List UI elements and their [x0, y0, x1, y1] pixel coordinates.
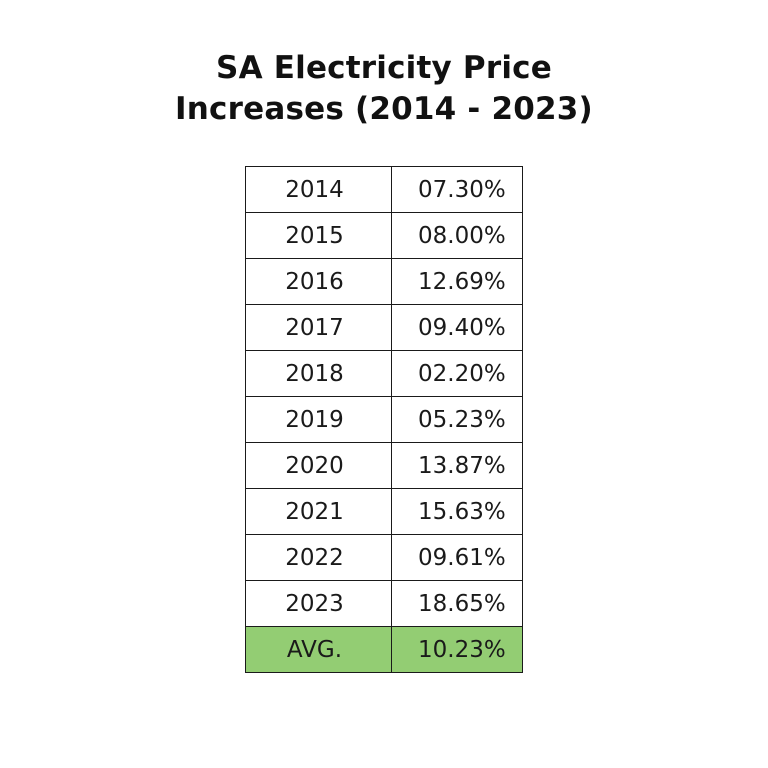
- table-row: 2022 09.61%: [245, 534, 523, 581]
- table-row: 2021 15.63%: [245, 488, 523, 535]
- increase-cell: 08.00%: [391, 212, 523, 259]
- year-cell: 2021: [245, 488, 392, 535]
- year-cell: 2014: [245, 166, 392, 213]
- year-cell: 2019: [245, 396, 392, 443]
- average-label-cell: AVG.: [245, 626, 392, 673]
- price-table-body: 2014 07.30% 2015 08.00% 2016 12.69% 2017 09.40%…: [245, 166, 523, 673]
- increase-cell: 02.20%: [391, 350, 523, 397]
- increase-cell: 12.69%: [391, 258, 523, 305]
- chart-title-line-2: Increases (2014 - 2023): [175, 91, 593, 127]
- average-value-cell: 10.23%: [391, 626, 523, 673]
- increase-cell: 18.65%: [391, 580, 523, 627]
- year-cell: 2022: [245, 534, 392, 581]
- year-cell: 2017: [245, 304, 392, 351]
- increase-cell: 13.87%: [391, 442, 523, 489]
- table-row: 2023 18.65%: [245, 580, 523, 627]
- increase-cell: 07.30%: [391, 166, 523, 213]
- year-cell: 2015: [245, 212, 392, 259]
- increase-cell: 09.61%: [391, 534, 523, 581]
- chart-title-line-1: SA Electricity Price: [216, 50, 552, 86]
- average-row: AVG. 10.23%: [245, 626, 523, 673]
- table-row: 2014 07.30%: [245, 166, 523, 213]
- year-cell: 2018: [245, 350, 392, 397]
- table-row: 2017 09.40%: [245, 304, 523, 351]
- table-row: 2015 08.00%: [245, 212, 523, 259]
- table-row: 2020 13.87%: [245, 442, 523, 489]
- table-row: 2016 12.69%: [245, 258, 523, 305]
- price-table: 2014 07.30% 2015 08.00% 2016 12.69% 2017 09.40%…: [245, 166, 523, 673]
- increase-cell: 15.63%: [391, 488, 523, 535]
- table-row: 2018 02.20%: [245, 350, 523, 397]
- year-cell: 2020: [245, 442, 392, 489]
- chart-title: SA Electricity Price Increases (2014 - 2…: [0, 48, 768, 130]
- year-cell: 2023: [245, 580, 392, 627]
- table-row: 2019 05.23%: [245, 396, 523, 443]
- year-cell: 2016: [245, 258, 392, 305]
- increase-cell: 05.23%: [391, 396, 523, 443]
- increase-cell: 09.40%: [391, 304, 523, 351]
